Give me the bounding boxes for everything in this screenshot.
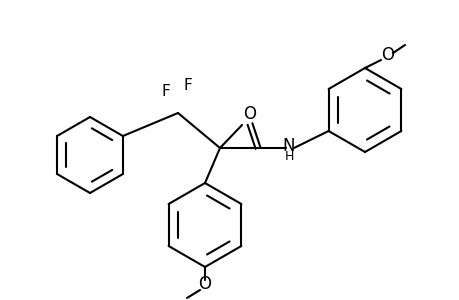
Text: O: O bbox=[381, 46, 394, 64]
Text: O: O bbox=[243, 105, 256, 123]
Text: H: H bbox=[284, 149, 293, 163]
Text: N: N bbox=[282, 137, 295, 155]
Text: F: F bbox=[183, 77, 192, 92]
Text: O: O bbox=[198, 275, 211, 293]
Text: F: F bbox=[161, 83, 170, 98]
